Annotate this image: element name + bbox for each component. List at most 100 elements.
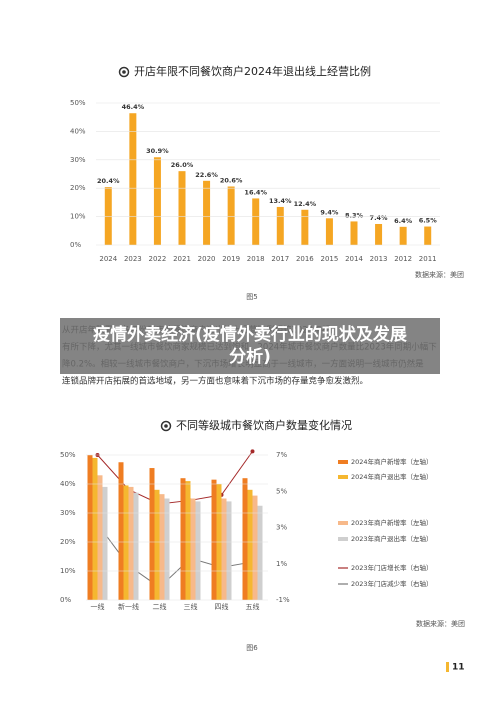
paragraph-line: 连锁品牌开店拓展的首选地域，另一方面也意味着下沉市场的存量竞争愈发激烈。 [62, 376, 368, 387]
bar [153, 157, 161, 245]
bar [211, 479, 217, 600]
title-icon [164, 424, 168, 428]
source: 数据来源：美团 [415, 270, 464, 279]
x-tick-label: 2017 [271, 255, 289, 263]
value-label: 46.4% [122, 103, 145, 111]
bar [227, 186, 235, 245]
tick-label: 3% [276, 524, 287, 532]
bar [149, 468, 155, 600]
value-label: 8.3% [345, 211, 364, 219]
legend-swatch [338, 475, 348, 479]
tick-label: 7% [276, 451, 287, 459]
bar [102, 486, 108, 600]
tick-label: 10% [70, 213, 86, 221]
title-icon [160, 420, 172, 432]
value-label: 6.4% [394, 217, 413, 225]
tick-label: 20% [60, 538, 76, 546]
overlay-title: 疫情外卖经济(疫情外卖行业的现状及发展分析) [93, 325, 407, 367]
title-icon [118, 66, 130, 78]
bar [185, 481, 191, 600]
tick-label: 40% [70, 127, 86, 135]
x-tick-label: 2023 [124, 255, 142, 263]
bar [87, 455, 93, 600]
x-tick-label: 二线 [153, 602, 167, 611]
value-label: 16.4% [244, 188, 267, 196]
tick-label: 5% [276, 487, 287, 495]
bar [424, 226, 432, 245]
x-tick-label: 三线 [184, 602, 198, 611]
legend-swatch [338, 537, 348, 541]
x-tick-label: 四线 [215, 602, 229, 611]
bar [164, 498, 170, 600]
bar [178, 171, 186, 245]
legend-label: 2024年商户退出率（左轴） [351, 472, 433, 481]
source: 数据来源：美团 [416, 619, 465, 628]
value-label: 26.0% [171, 161, 194, 169]
legend-label: 2024年商户新增率（左轴） [351, 457, 433, 466]
bar [252, 198, 260, 245]
bar [301, 209, 309, 245]
x-tick-label: 2013 [370, 255, 388, 263]
legend-label: 2023年门店减少率（右轴） [351, 579, 433, 588]
page-number: 11 [452, 663, 465, 673]
bar [118, 462, 124, 600]
x-tick-label: 2012 [394, 255, 412, 263]
bar [154, 489, 160, 600]
chart-title: 不同等级城市餐饮商户数量变化情况 [176, 418, 352, 432]
bar [190, 498, 196, 600]
bar [375, 223, 383, 245]
tick-label: 20% [70, 184, 86, 192]
bar [129, 113, 137, 245]
value-label: 12.4% [294, 200, 317, 208]
bar [276, 206, 284, 245]
tick-label: 0% [60, 596, 71, 604]
bar [159, 494, 165, 600]
tick-label: 30% [60, 509, 76, 517]
bar [242, 478, 248, 600]
tick-label: 30% [70, 156, 86, 164]
tick-label: 50% [60, 451, 76, 459]
legend-label: 2023年商户退出率（左轴） [351, 534, 433, 543]
legend-swatch [338, 521, 348, 525]
bar [257, 505, 263, 600]
tick-label: -1% [276, 596, 290, 604]
x-tick-label: 2024 [99, 255, 117, 263]
tick-label: 50% [70, 99, 86, 107]
x-tick-label: 2016 [296, 255, 314, 263]
tick-label: 0% [70, 241, 81, 249]
overlay: 疫情外卖经济(疫情外卖行业的现状及发展分析) [60, 318, 440, 374]
bar [252, 495, 258, 600]
bar [195, 501, 201, 600]
x-tick-label: 2021 [173, 255, 191, 263]
bar [399, 226, 407, 245]
value-label: 20.6% [220, 176, 243, 184]
x-tick-label: 2022 [149, 255, 167, 263]
legend-label: 2023年门店增长率（右轴） [351, 563, 433, 572]
title-icon [122, 70, 126, 74]
bar [104, 187, 112, 245]
bar [128, 486, 134, 600]
value-label: 22.6% [195, 171, 218, 179]
x-tick-label: 一线 [91, 602, 105, 611]
value-label: 7.4% [370, 214, 389, 222]
x-tick-label: 2015 [321, 255, 339, 263]
chart-title: 开店年限不同餐饮商户2024年退出线上经营比例 [134, 64, 371, 78]
bar [203, 180, 211, 245]
value-label: 9.4% [320, 208, 339, 216]
x-tick-label: 2020 [198, 255, 216, 263]
bar [226, 501, 232, 600]
page-marker [446, 662, 449, 672]
tick-label: 1% [276, 560, 287, 568]
caption: 图5 [246, 293, 257, 301]
x-tick-label: 2018 [247, 255, 265, 263]
legend-label: 2023年商户新增率（左轴） [351, 518, 433, 527]
value-label: 20.4% [97, 177, 120, 185]
caption: 图6 [246, 644, 258, 652]
x-tick-label: 2019 [222, 255, 240, 263]
x-tick-label: 2014 [345, 255, 363, 263]
bar [325, 218, 333, 245]
value-label: 30.9% [146, 147, 169, 155]
bar [97, 475, 103, 600]
bar [350, 221, 358, 245]
